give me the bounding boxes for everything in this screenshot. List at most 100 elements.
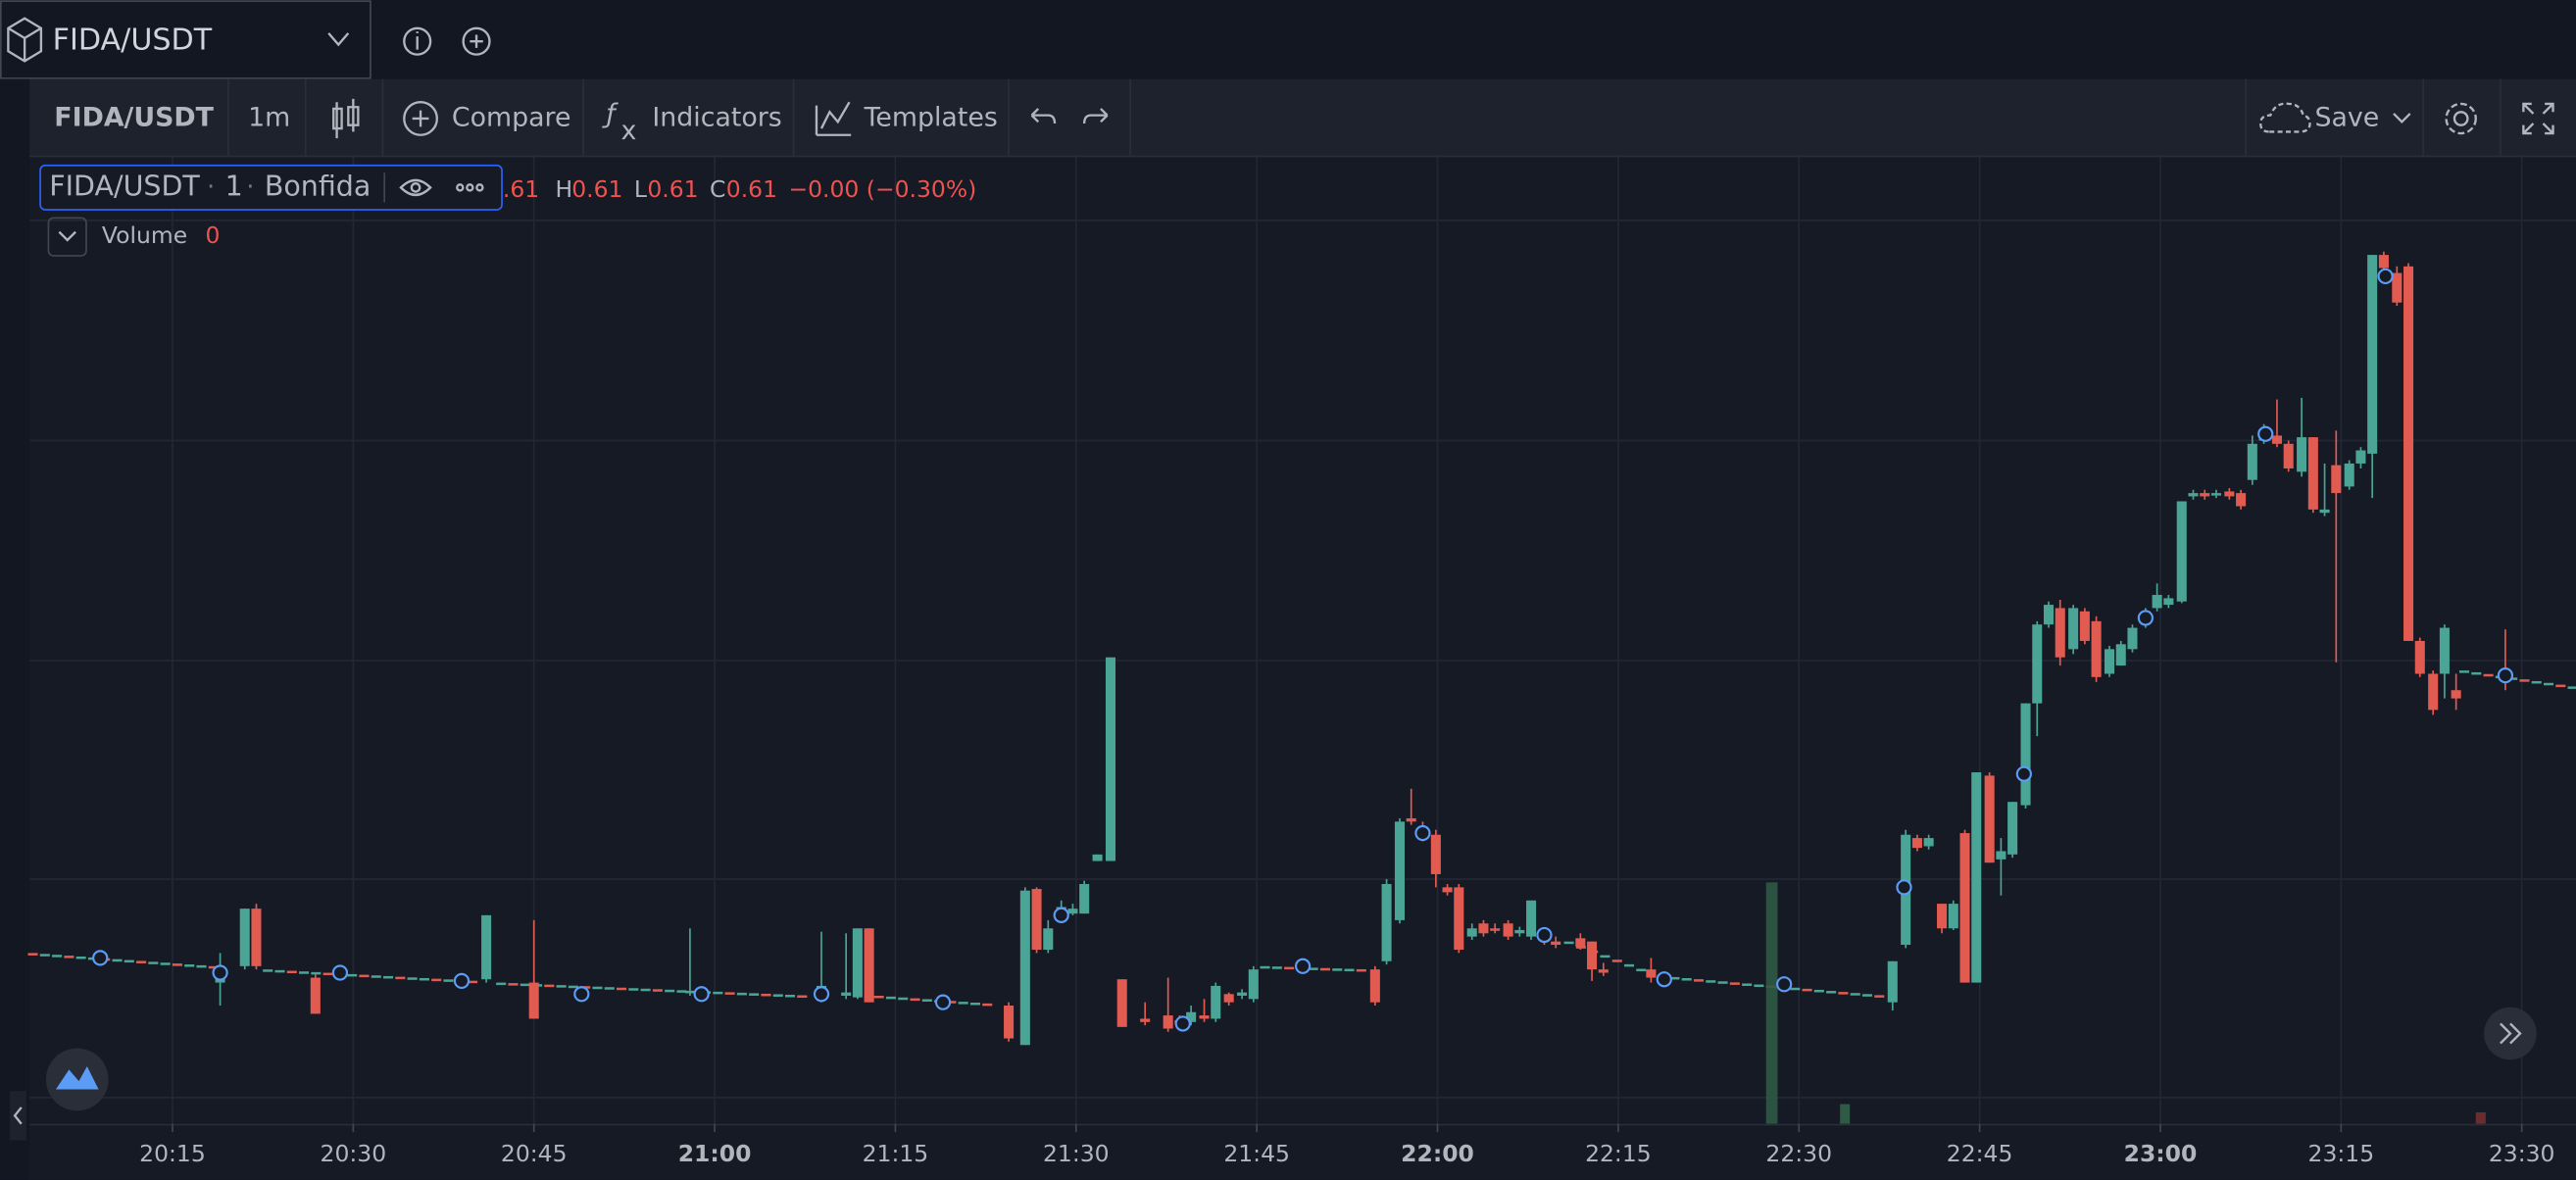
toolbar-symbol[interactable]: FIDA/USDT bbox=[54, 102, 214, 132]
candle-body bbox=[2297, 437, 2307, 472]
candle-body bbox=[2392, 272, 2403, 303]
doji bbox=[1706, 980, 1716, 983]
legend-close-label: C bbox=[710, 175, 725, 203]
doji bbox=[520, 983, 530, 987]
doji bbox=[910, 998, 920, 1002]
doji bbox=[496, 982, 507, 986]
save-button[interactable]: Save bbox=[2259, 102, 2411, 133]
legend-box[interactable] bbox=[39, 164, 503, 211]
time-label: 22:30 bbox=[1765, 1140, 1832, 1167]
doji bbox=[1813, 989, 1824, 993]
left-collapse[interactable] bbox=[10, 1091, 26, 1141]
undo-button[interactable] bbox=[1030, 108, 1057, 124]
candle-body bbox=[2307, 437, 2318, 510]
doji bbox=[299, 971, 310, 974]
candle-body bbox=[1186, 1011, 1197, 1022]
candle-body bbox=[1514, 929, 1525, 934]
event-marker bbox=[2015, 765, 2032, 782]
visibility-button[interactable] bbox=[399, 178, 432, 197]
candle-body bbox=[2163, 598, 2174, 606]
candle-body bbox=[251, 909, 262, 966]
candle-body bbox=[2079, 611, 2090, 641]
time-label: 23:30 bbox=[2489, 1140, 2555, 1167]
candle-body bbox=[2068, 608, 2079, 650]
doji bbox=[75, 956, 86, 959]
logo-glyph bbox=[55, 1066, 99, 1090]
event-marker bbox=[1656, 971, 1672, 988]
markers bbox=[92, 268, 2514, 1032]
doji bbox=[1308, 967, 1318, 970]
collapse-button[interactable] bbox=[47, 217, 87, 257]
scroll-right-button[interactable] bbox=[2484, 1007, 2537, 1060]
candle-body bbox=[2378, 255, 2389, 269]
candle-body bbox=[2344, 463, 2354, 487]
indicators-button[interactable]: ƒx Indicators bbox=[601, 99, 781, 146]
candle-body bbox=[1369, 969, 1380, 1003]
doji bbox=[172, 963, 182, 966]
dot bbox=[466, 183, 474, 192]
compare-button[interactable]: Compare bbox=[403, 101, 570, 136]
doji bbox=[921, 999, 932, 1003]
doji bbox=[1742, 983, 1753, 986]
doji bbox=[2483, 673, 2494, 677]
fx-sub: x bbox=[621, 116, 637, 146]
doji bbox=[1600, 955, 1610, 959]
doji bbox=[1669, 976, 1680, 980]
legend: FIDA/USDT · 1 · Bonfida .61 H 0.61 L 0.6… bbox=[39, 164, 976, 257]
doji bbox=[1319, 967, 1330, 971]
time-axis-labels: 20:15 20:30 20:45 21:00 21:15 21:30 21:45 22:00… bbox=[139, 1123, 2555, 1167]
symbol-name: FIDA/USDT bbox=[53, 24, 213, 58]
doji bbox=[1850, 993, 1860, 996]
left-collapse-box bbox=[10, 1091, 26, 1141]
candle-body bbox=[1587, 941, 1598, 970]
candle-body bbox=[841, 992, 852, 996]
doji bbox=[2471, 671, 2482, 675]
time-label: 20:30 bbox=[321, 1140, 387, 1167]
templates-button[interactable]: Templates bbox=[815, 101, 998, 136]
doji bbox=[359, 974, 370, 978]
more-button[interactable] bbox=[456, 183, 484, 192]
candle-body bbox=[2355, 450, 2366, 464]
doji bbox=[431, 978, 442, 982]
fullscreen-button[interactable] bbox=[2522, 102, 2554, 135]
doji bbox=[969, 1002, 980, 1006]
logo-button[interactable] bbox=[45, 1048, 109, 1111]
candle-body bbox=[2104, 649, 2115, 674]
doji bbox=[885, 996, 896, 1000]
save-arrow bbox=[2393, 113, 2411, 123]
event-marker bbox=[1053, 907, 1069, 923]
chart-style-button[interactable] bbox=[332, 98, 360, 139]
candle-body bbox=[1923, 838, 1934, 847]
doji bbox=[419, 977, 429, 981]
doji bbox=[1754, 984, 1764, 988]
doji bbox=[958, 1002, 968, 1005]
event-marker bbox=[1536, 926, 1553, 944]
redo-button[interactable] bbox=[1083, 108, 1109, 124]
candle-body bbox=[2247, 443, 2257, 480]
time-label: 20:15 bbox=[139, 1140, 206, 1167]
add-button[interactable] bbox=[462, 26, 491, 56]
candle-body bbox=[1092, 854, 1103, 861]
candle-body bbox=[1223, 994, 1234, 1003]
candle-body bbox=[1163, 1015, 1173, 1029]
candle-body bbox=[2451, 690, 2461, 699]
left-collapse-arrow bbox=[13, 1106, 23, 1125]
info-button[interactable] bbox=[403, 26, 432, 56]
interval-button[interactable]: 1m bbox=[248, 102, 290, 132]
settings-button[interactable] bbox=[2445, 102, 2477, 135]
doji bbox=[2459, 670, 2470, 673]
event-marker bbox=[2257, 425, 2274, 442]
symbol-selector[interactable]: FIDA/USDT bbox=[0, 0, 372, 79]
volume-label: Volume bbox=[102, 221, 187, 249]
doji bbox=[652, 989, 663, 992]
doji bbox=[124, 959, 134, 963]
legend-separator: · bbox=[207, 172, 215, 200]
doji bbox=[1681, 978, 1692, 981]
event-marker bbox=[2377, 268, 2394, 285]
doji bbox=[665, 989, 675, 993]
doji bbox=[1623, 963, 1635, 967]
event-marker bbox=[573, 986, 590, 1003]
doji bbox=[2543, 682, 2554, 686]
candle-body bbox=[2200, 493, 2210, 497]
